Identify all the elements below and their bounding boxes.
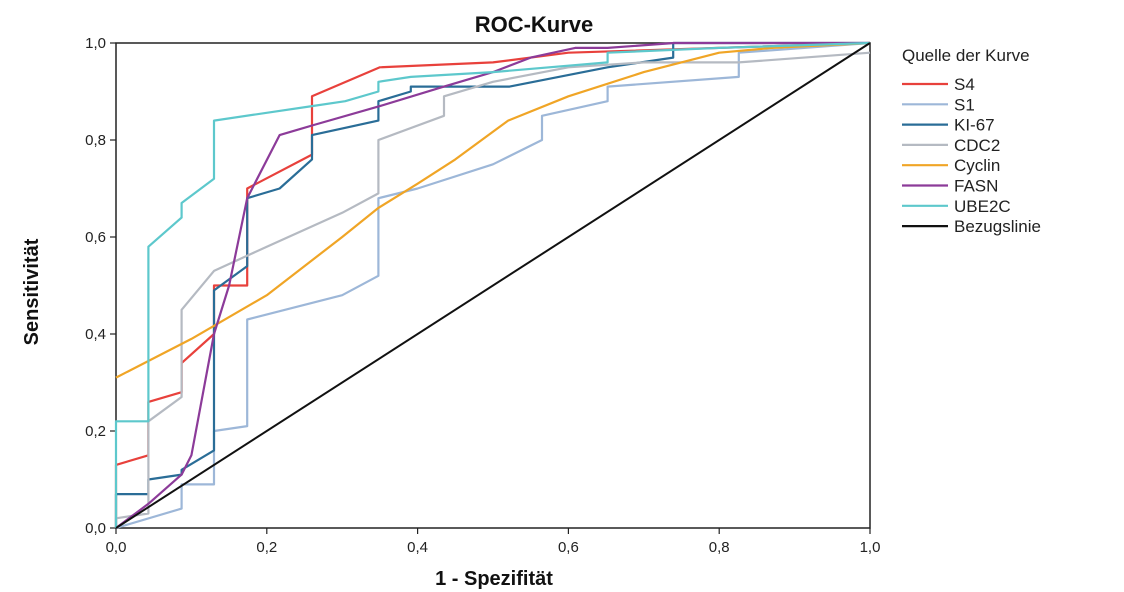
legend-title: Quelle der Kurve — [902, 46, 1030, 65]
y-tick-label: 0,6 — [85, 229, 106, 246]
x-axis-label: 1 - Spezifität — [435, 568, 553, 590]
x-tick-label: 0,2 — [256, 539, 277, 556]
series-layer — [116, 43, 870, 528]
legend-item-fasn: FASN — [954, 177, 998, 196]
y-tick-label: 0,8 — [85, 132, 106, 149]
x-tick-label: 0,6 — [558, 539, 579, 556]
y-tick-label: 1,0 — [85, 35, 106, 52]
x-tick-label: 0,0 — [106, 539, 127, 556]
y-tick-label: 0,4 — [85, 326, 106, 343]
legend-item-ube2c: UBE2C — [954, 197, 1011, 216]
series-line-cdc2 — [116, 53, 870, 528]
legend-item-cdc2: CDC2 — [954, 136, 1000, 155]
y-tick-label: 0,0 — [85, 520, 106, 537]
y-axis-label: Sensitivität — [21, 238, 43, 345]
x-tick-label: 0,8 — [709, 539, 730, 556]
chart-title: ROC-Kurve — [475, 12, 594, 37]
x-tick-label: 0,4 — [407, 539, 428, 556]
legend-item-cyclin: Cyclin — [954, 156, 1000, 175]
legend-item-s4: S4 — [954, 75, 975, 94]
x-tick-label: 1,0 — [860, 539, 881, 556]
series-line-cyclin — [116, 43, 870, 378]
legend-item-s1: S1 — [954, 95, 975, 114]
legend-item-bezugslinie: Bezugslinie — [954, 217, 1041, 236]
legend-item-ki-67: KI-67 — [954, 116, 995, 135]
y-tick-label: 0,2 — [85, 423, 106, 440]
